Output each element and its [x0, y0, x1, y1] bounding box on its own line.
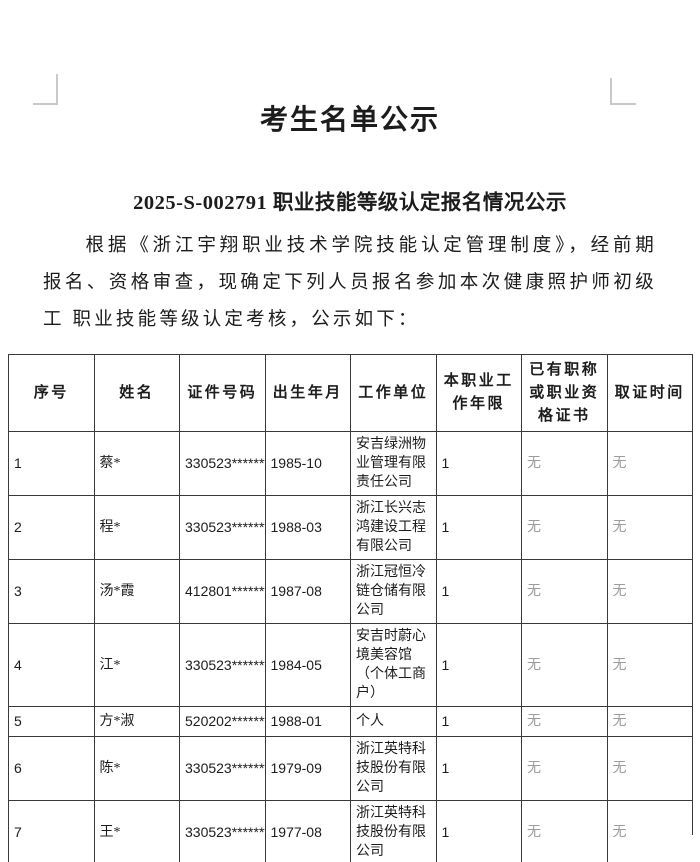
page-title: 考生名单公示 [259, 105, 440, 136]
table-row: 7王*330523********32181977-08浙江英特科技股份有限公司… [8, 800, 693, 862]
cell-dob: 1979-09 [264, 736, 351, 801]
cell-dob: 1987-08 [264, 559, 351, 624]
table-row: 1蔡*330523********622X1985-10安吉绿洲物业管理有限责任… [8, 431, 693, 496]
cell-years: 1 [435, 800, 522, 862]
candidate-table: 序号 姓名 证件号码 出生年月 工作单位 本职业工作年限 已有职称或职业资格证书 取证时间 1… [8, 354, 693, 862]
column-header-cert_time: 取证时间 [606, 354, 693, 432]
cell-cert: 无 [521, 706, 608, 737]
cell-cert_time: 无 [606, 495, 693, 560]
cell-cert_time: 无 [606, 706, 693, 737]
cell-id: 330523********3426 [179, 495, 266, 560]
cell-name: 江* [93, 623, 180, 707]
cell-cert_time: 无 [606, 559, 693, 624]
column-header-cert: 已有职称或职业资格证书 [521, 354, 608, 432]
column-header-name: 姓名 [93, 354, 180, 432]
cell-cert_time: 无 [606, 623, 693, 707]
cell-employer: 浙江长兴志鸿建设工程有限公司 [350, 495, 437, 560]
cell-cert: 无 [521, 623, 608, 707]
cell-name: 王* [93, 800, 180, 862]
cell-employer: 浙江英特科技股份有限公司 [350, 736, 437, 801]
cell-employer: 个人 [350, 706, 437, 737]
cell-id: 330523********4339 [179, 736, 266, 801]
cell-id: 330523********622X [179, 431, 266, 496]
cell-id: 330523********3218 [179, 800, 266, 862]
column-header-years: 本职业工作年限 [435, 354, 522, 432]
cell-dob: 1988-03 [264, 495, 351, 560]
scan-artifact-patch [678, 835, 700, 862]
cell-cert: 无 [521, 495, 608, 560]
cell-cert: 无 [521, 559, 608, 624]
cell-employer: 浙江冠恒冷链仓储有限公司 [350, 559, 437, 624]
cell-dob: 1977-08 [264, 800, 351, 862]
cell-no: 6 [8, 736, 95, 801]
table-row: 6陈*330523********43391979-09浙江英特科技股份有限公司… [8, 736, 693, 801]
cell-years: 1 [435, 495, 522, 560]
cell-dob: 1988-01 [264, 706, 351, 737]
cell-name: 方*淑 [93, 706, 180, 737]
column-header-id: 证件号码 [179, 354, 266, 432]
cell-cert: 无 [521, 736, 608, 801]
table-row: 3汤*霞412801********06451987-08浙江冠恒冷链仓储有限公… [8, 559, 693, 624]
table-row: 2程*330523********34261988-03浙江长兴志鸿建设工程有限… [8, 495, 693, 560]
candidate-table-header: 序号 姓名 证件号码 出生年月 工作单位 本职业工作年限 已有职称或职业资格证书 取证时间 [8, 354, 693, 432]
header-row: 序号 姓名 证件号码 出生年月 工作单位 本职业工作年限 已有职称或职业资格证书 取证时间 [8, 354, 693, 432]
cell-cert: 无 [521, 800, 608, 862]
column-header-no: 序号 [8, 354, 95, 432]
cell-years: 1 [435, 431, 522, 496]
cell-id: 520202********2445 [179, 706, 266, 737]
cell-employer: 浙江英特科技股份有限公司 [350, 800, 437, 862]
cell-cert_time: 无 [606, 736, 693, 801]
cell-id: 412801********0645 [179, 559, 266, 624]
column-header-employer: 工作单位 [350, 354, 437, 432]
cell-no: 2 [8, 495, 95, 560]
cell-name: 陈* [93, 736, 180, 801]
cell-years: 1 [435, 623, 522, 707]
cell-cert: 无 [521, 431, 608, 496]
cell-years: 1 [435, 559, 522, 624]
cell-dob: 1984-05 [264, 623, 351, 707]
table-row: 4江*330523********00401984-05安吉时蔚心境美容馆（个体… [8, 623, 693, 707]
cell-employer: 安吉时蔚心境美容馆（个体工商户） [350, 623, 437, 707]
cell-years: 1 [435, 736, 522, 801]
cell-employer: 安吉绿洲物业管理有限责任公司 [350, 431, 437, 496]
cell-name: 汤*霞 [93, 559, 180, 624]
cell-id: 330523********0040 [179, 623, 266, 707]
column-header-dob: 出生年月 [264, 354, 351, 432]
cell-name: 程* [93, 495, 180, 560]
candidate-table-body: 1蔡*330523********622X1985-10安吉绿洲物业管理有限责任… [8, 431, 693, 862]
cell-years: 1 [435, 706, 522, 737]
cell-no: 7 [8, 800, 95, 862]
notice-body-paragraph: 根据《浙江宇翔职业技术学院技能认定管理制度》，经前期报名、资格审查，现确定下列人… [43, 236, 657, 330]
cell-no: 3 [8, 559, 95, 624]
cell-dob: 1985-10 [264, 431, 351, 496]
cell-no: 1 [8, 431, 95, 496]
cell-cert_time: 无 [606, 431, 693, 496]
notice-subtitle: 2025-S-002791 职业技能等级认定报名情况公示 [133, 192, 567, 214]
cell-name: 蔡* [93, 431, 180, 496]
cell-no: 5 [8, 706, 95, 737]
cell-no: 4 [8, 623, 95, 707]
